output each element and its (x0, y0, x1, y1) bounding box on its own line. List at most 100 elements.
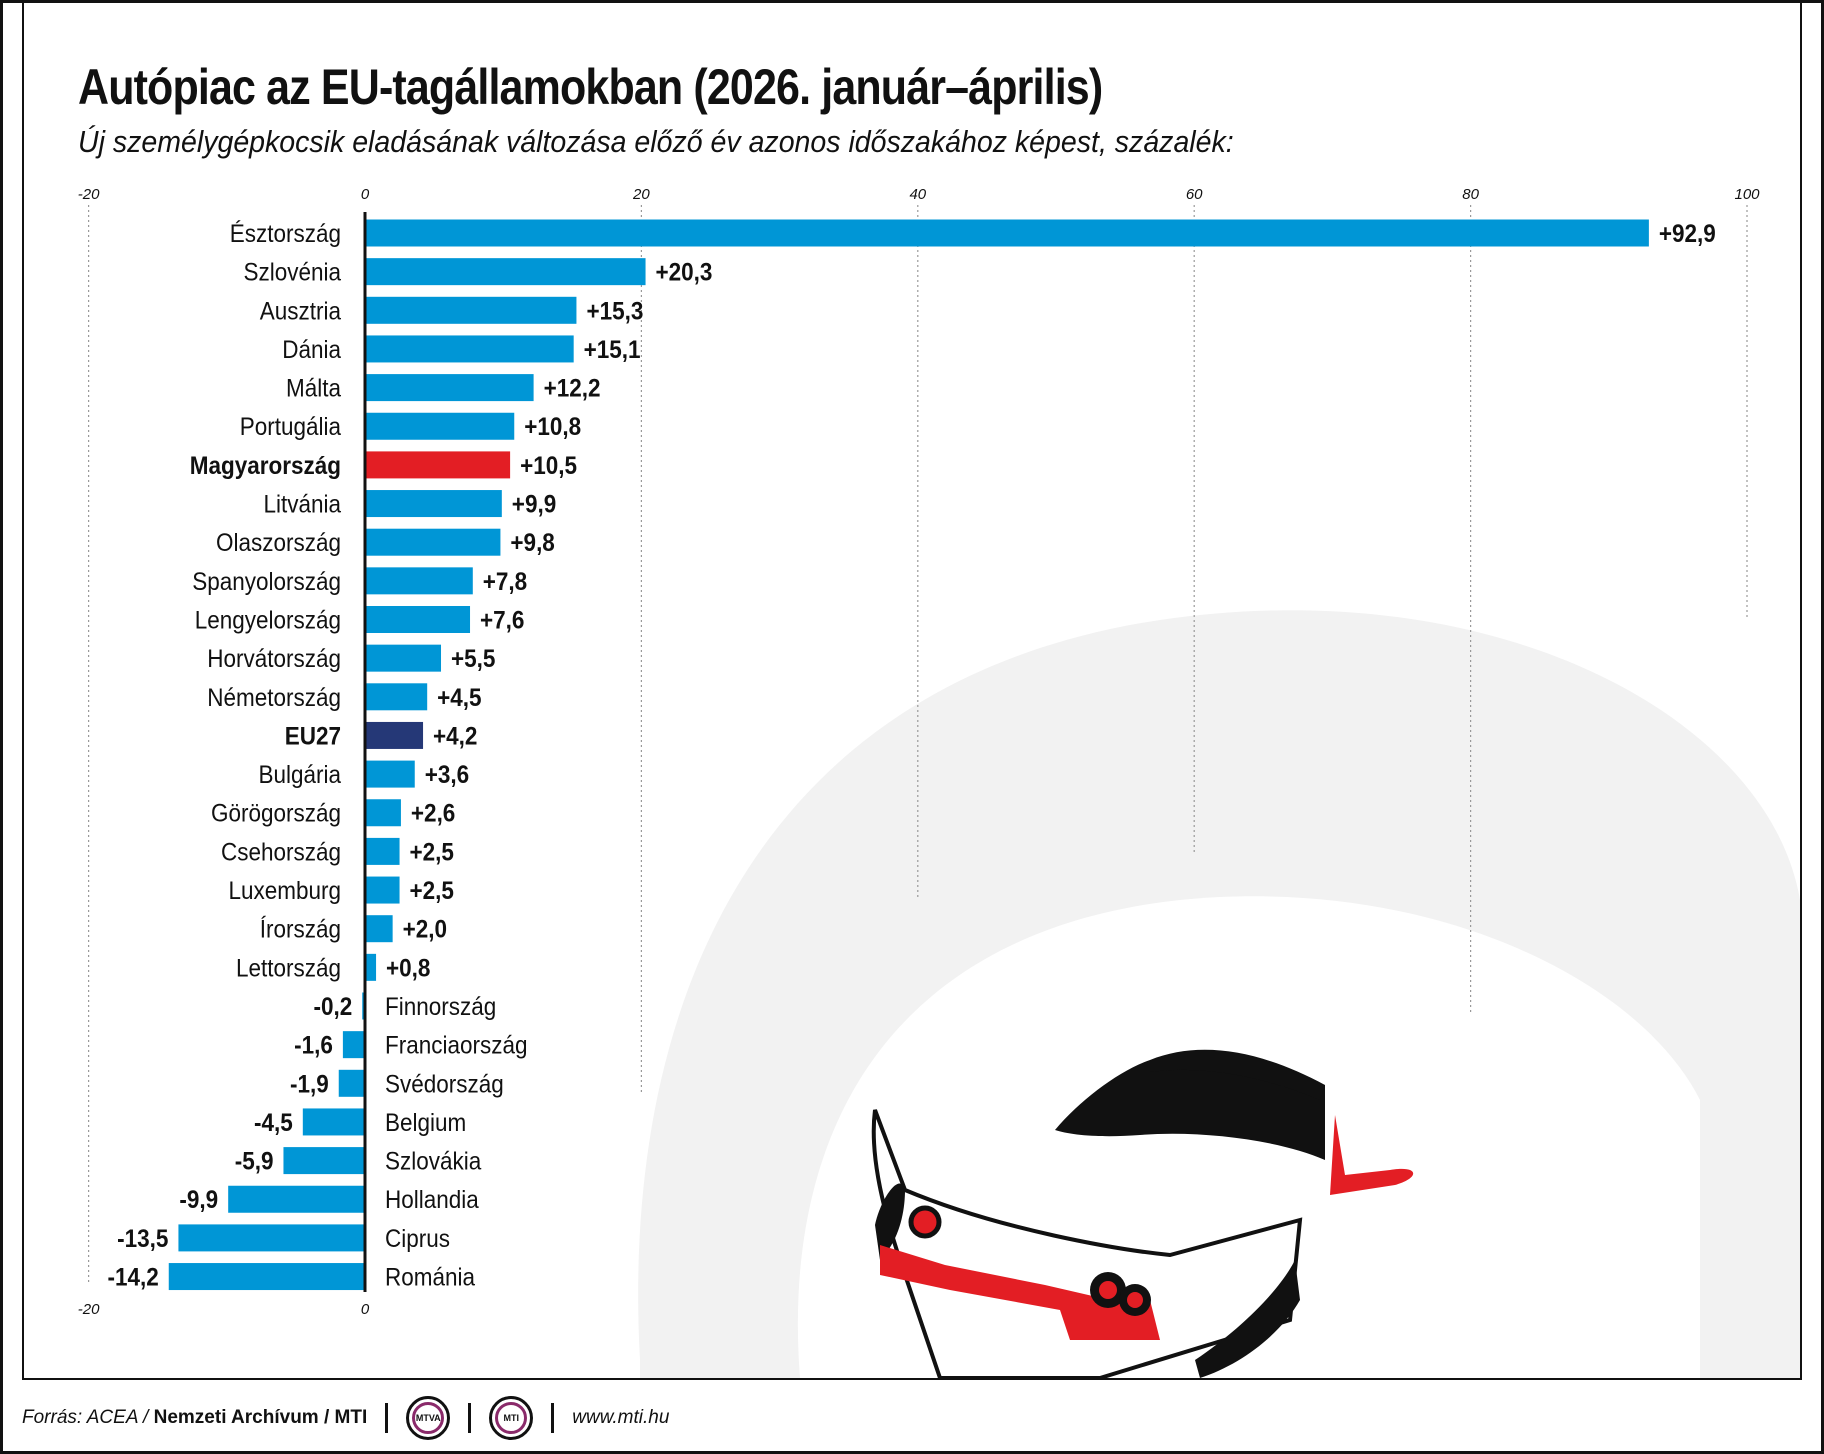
bar (365, 258, 646, 286)
data-label: +10,8 (524, 413, 581, 441)
bar (342, 1031, 365, 1059)
category-label: Spanyolország (192, 568, 341, 596)
bottom-tick-label: 0 (361, 1301, 370, 1318)
category-label: Belgium (385, 1109, 466, 1137)
bar (283, 1147, 365, 1175)
category-label: Dánia (282, 336, 341, 364)
category-label: Luxemburg (229, 877, 341, 905)
bar (365, 915, 393, 943)
top-tick-label: 100 (1734, 186, 1760, 203)
top-tick-label: 40 (909, 186, 926, 203)
category-label: Franciaország (385, 1032, 527, 1060)
bar (365, 644, 442, 672)
category-label: Ciprus (385, 1225, 450, 1253)
category-label: EU27 (285, 722, 341, 750)
data-label: -13,5 (117, 1225, 168, 1253)
category-label: Románia (385, 1263, 476, 1291)
source-bold: Nemzeti Archívum / MTI (153, 1407, 368, 1428)
data-label: +2,0 (403, 916, 447, 944)
data-label: +9,9 (512, 490, 556, 518)
category-label: Ausztria (260, 297, 342, 325)
divider (468, 1403, 472, 1433)
category-label: Málta (286, 375, 342, 403)
data-label: +20,3 (656, 259, 713, 287)
bar (365, 799, 401, 827)
data-label: +2,6 (411, 800, 455, 828)
data-label: +15,3 (586, 297, 643, 325)
top-tick-label: 0 (361, 186, 370, 203)
top-tick-label: 20 (632, 186, 650, 203)
category-label: Lettország (236, 954, 341, 982)
data-label: +92,9 (1659, 220, 1716, 248)
bar (365, 490, 502, 518)
bar (365, 953, 377, 981)
bar (365, 567, 473, 595)
website-link[interactable]: www.mti.hu (572, 1407, 670, 1428)
category-label: Magyarország (190, 452, 341, 480)
mtva-logo-icon: MTVA (406, 1396, 451, 1440)
category-label: Csehország (221, 838, 341, 866)
data-label: +10,5 (520, 452, 577, 480)
bar (365, 683, 428, 711)
category-label: Görögország (211, 800, 341, 828)
bar (365, 451, 511, 479)
bar (365, 374, 534, 402)
chart-subtitle: Új személygépkocsik eladásának változása… (78, 124, 1234, 159)
data-label: +5,5 (451, 645, 495, 673)
bar (365, 412, 515, 440)
data-label: -1,9 (290, 1070, 329, 1098)
data-label: +7,6 (480, 606, 524, 634)
bar (365, 721, 424, 749)
data-label: +2,5 (410, 877, 454, 905)
bar (365, 528, 501, 556)
bottom-tick-label: -20 (78, 1301, 100, 1318)
category-label: Svédország (385, 1070, 504, 1098)
category-label: Bulgária (259, 761, 342, 789)
data-label: +15,1 (584, 336, 641, 364)
footer: Forrás: ACEA / Nemzeti Archívum / MTI MT… (22, 1396, 670, 1440)
bar (302, 1108, 365, 1136)
category-label: Írország (260, 916, 341, 944)
car-illustration (871, 1049, 1414, 1380)
data-label: -0,2 (313, 993, 352, 1021)
top-tick-label: 60 (1186, 186, 1203, 203)
top-tick-label: 80 (1462, 186, 1479, 203)
category-label: Portugália (240, 413, 342, 441)
category-label: Hollandia (385, 1186, 479, 1214)
bar (228, 1185, 365, 1213)
data-label: +9,8 (510, 529, 554, 557)
category-label: Észtország (230, 220, 341, 248)
data-label: +2,5 (410, 838, 454, 866)
data-label: +12,2 (544, 375, 601, 403)
data-label: +4,5 (437, 684, 481, 712)
data-label: +3,6 (425, 761, 469, 789)
data-label: -14,2 (108, 1263, 159, 1291)
bar (365, 219, 1649, 247)
divider (385, 1403, 389, 1433)
bar (365, 296, 577, 324)
data-label: -9,9 (179, 1186, 218, 1214)
data-label: +7,8 (483, 568, 527, 596)
top-tick-label: -20 (78, 186, 100, 203)
category-label: Olaszország (216, 529, 341, 557)
bar (365, 606, 471, 633)
category-label: Szlovénia (244, 259, 342, 287)
divider (551, 1403, 555, 1433)
category-label: Horvátország (207, 645, 341, 673)
data-label: -1,6 (294, 1032, 333, 1060)
category-label: Németország (207, 684, 341, 712)
category-label: Szlovákia (385, 1148, 482, 1176)
category-label: Finnország (385, 993, 496, 1021)
bar (365, 335, 574, 363)
chart-title: Autópiac az EU-tagállamokban (2026. janu… (78, 59, 1103, 115)
data-label: -5,9 (235, 1148, 274, 1176)
bar (365, 876, 400, 904)
data-label: +4,2 (433, 722, 477, 750)
source-prefix: Forrás: ACEA / (22, 1407, 149, 1428)
category-label: Litvánia (263, 490, 341, 518)
data-label: -4,5 (254, 1109, 293, 1137)
bar (178, 1224, 365, 1252)
data-label: +0,8 (386, 954, 430, 982)
category-label: Lengyelország (195, 606, 341, 634)
